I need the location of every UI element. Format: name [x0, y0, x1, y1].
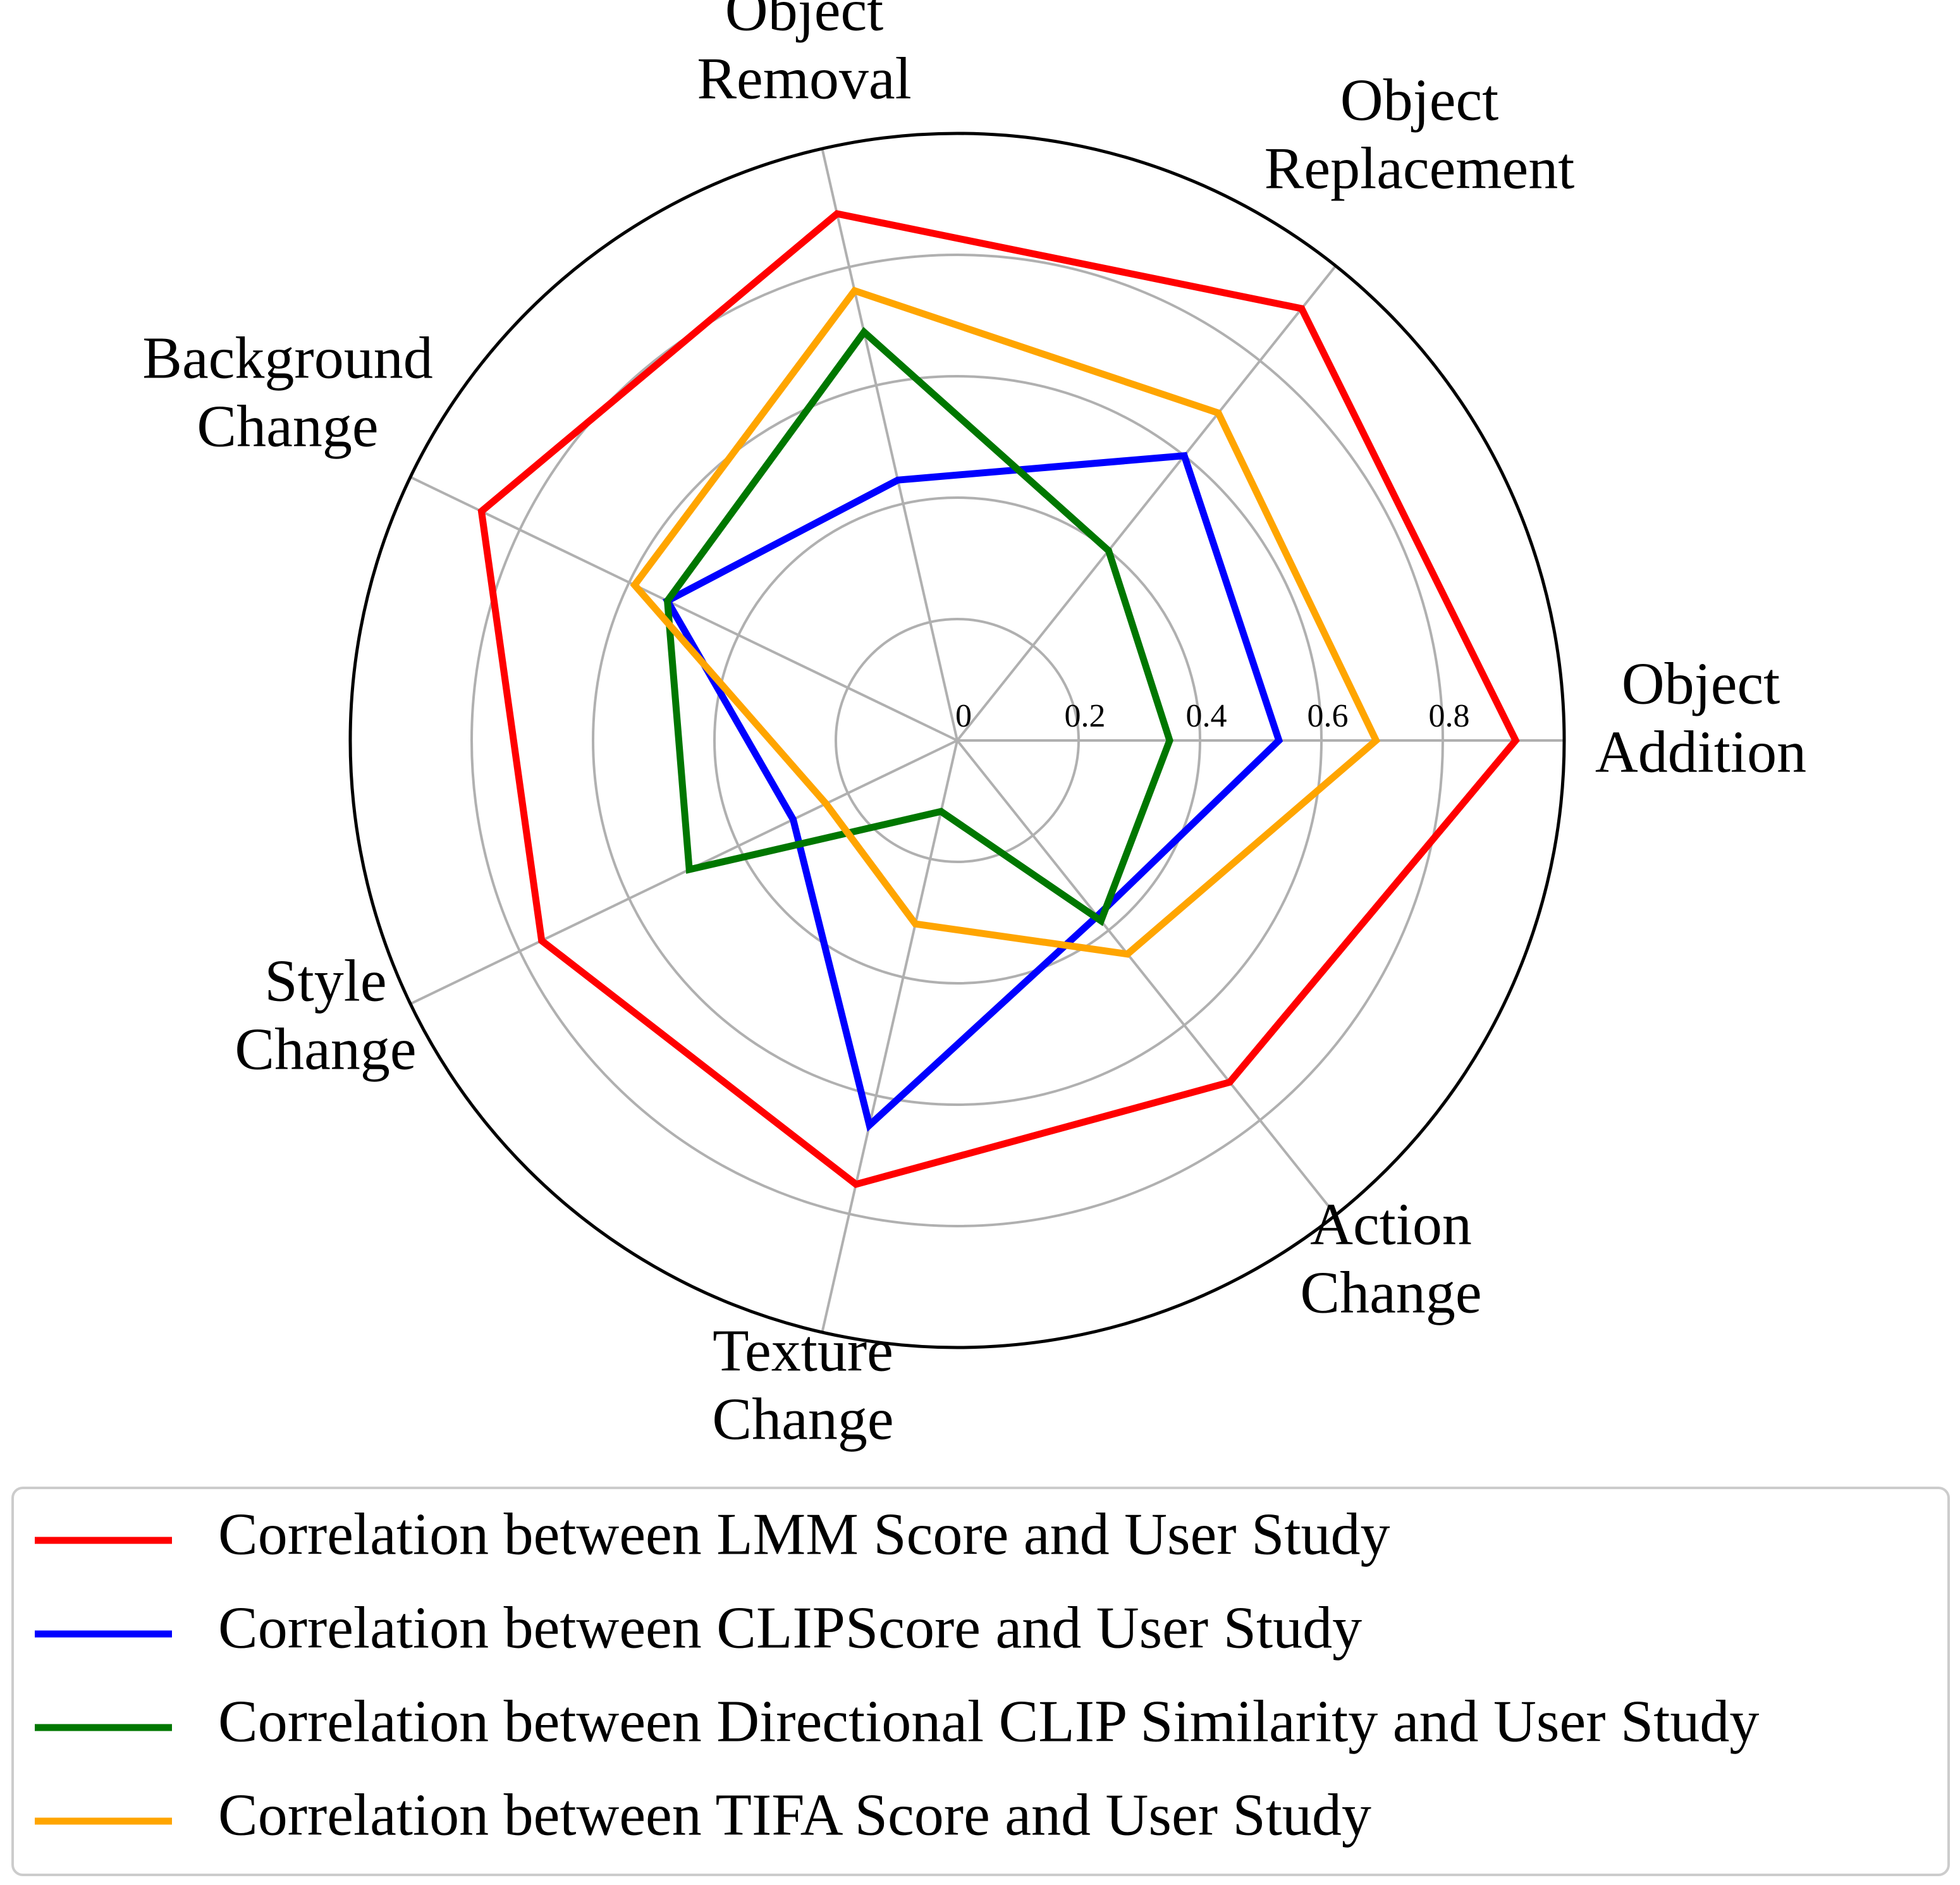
axis-label-line: Texture	[713, 1318, 893, 1384]
axis-label-line: Change	[235, 1017, 416, 1083]
grid-spoke	[956, 265, 1337, 742]
grid-spoke	[410, 476, 958, 742]
legend-item: Correlation between LMM Score and User S…	[35, 1502, 1390, 1568]
radial-tick-labels: 0 0.2 0.4 0.6 0.8	[955, 698, 1470, 734]
axis-label-line: Change	[197, 394, 378, 460]
legend-label: Correlation between CLIPScore and User S…	[218, 1595, 1362, 1661]
radial-tick-label: 0.4	[1186, 698, 1227, 734]
axis-label-line: Replacement	[1265, 136, 1575, 202]
axis-label-line: Action	[1310, 1192, 1472, 1258]
series-line-tifa-score	[630, 286, 1381, 958]
axis-label-line: Removal	[697, 46, 911, 112]
axis-label-line: Change	[712, 1387, 893, 1452]
axis-label-line: Style	[264, 949, 386, 1014]
legend: Correlation between LMM Score and User S…	[11, 1487, 1950, 1876]
axis-label-line: Object	[1622, 651, 1780, 717]
outer-frame	[348, 132, 1566, 1349]
legend-item: Correlation between Directional CLIP Sim…	[35, 1689, 1759, 1755]
radar-grid	[348, 132, 1566, 1349]
grid-spoke	[410, 739, 958, 1005]
radial-tick-label: 0.6	[1308, 698, 1349, 734]
series-line-clipscore	[662, 451, 1283, 1132]
axis-label-line: Change	[1300, 1260, 1481, 1326]
radial-tick-label: 0.2	[1065, 698, 1106, 734]
legend-label: Correlation between LMM Score and User S…	[218, 1502, 1390, 1568]
grid-spoke	[956, 739, 1337, 1216]
radial-tick-label: 0.8	[1429, 698, 1470, 734]
legend-frame	[11, 1487, 1950, 1876]
grid-spoke	[821, 148, 959, 741]
series-line-directional-clip-similarity	[663, 327, 1173, 926]
legend-label: Correlation between Directional CLIP Sim…	[218, 1689, 1759, 1755]
radial-tick-label: 0	[955, 698, 972, 734]
series-line-lmm-score	[477, 210, 1520, 1188]
legend-item: Correlation between CLIPScore and User S…	[35, 1595, 1362, 1661]
legend-label: Correlation between TIFA Score and User …	[218, 1783, 1371, 1848]
axis-label-line: Addition	[1595, 720, 1806, 785]
axis-label-line: Background	[142, 326, 432, 391]
radar-series	[477, 210, 1520, 1188]
axis-label-line: Object	[725, 0, 884, 44]
axis-labels: ObjectAdditionObjectReplacementObjectRem…	[142, 0, 1806, 1452]
legend-item: Correlation between TIFA Score and User …	[35, 1783, 1371, 1848]
grid-spoke	[821, 740, 959, 1333]
axis-label-line: Object	[1340, 68, 1499, 133]
